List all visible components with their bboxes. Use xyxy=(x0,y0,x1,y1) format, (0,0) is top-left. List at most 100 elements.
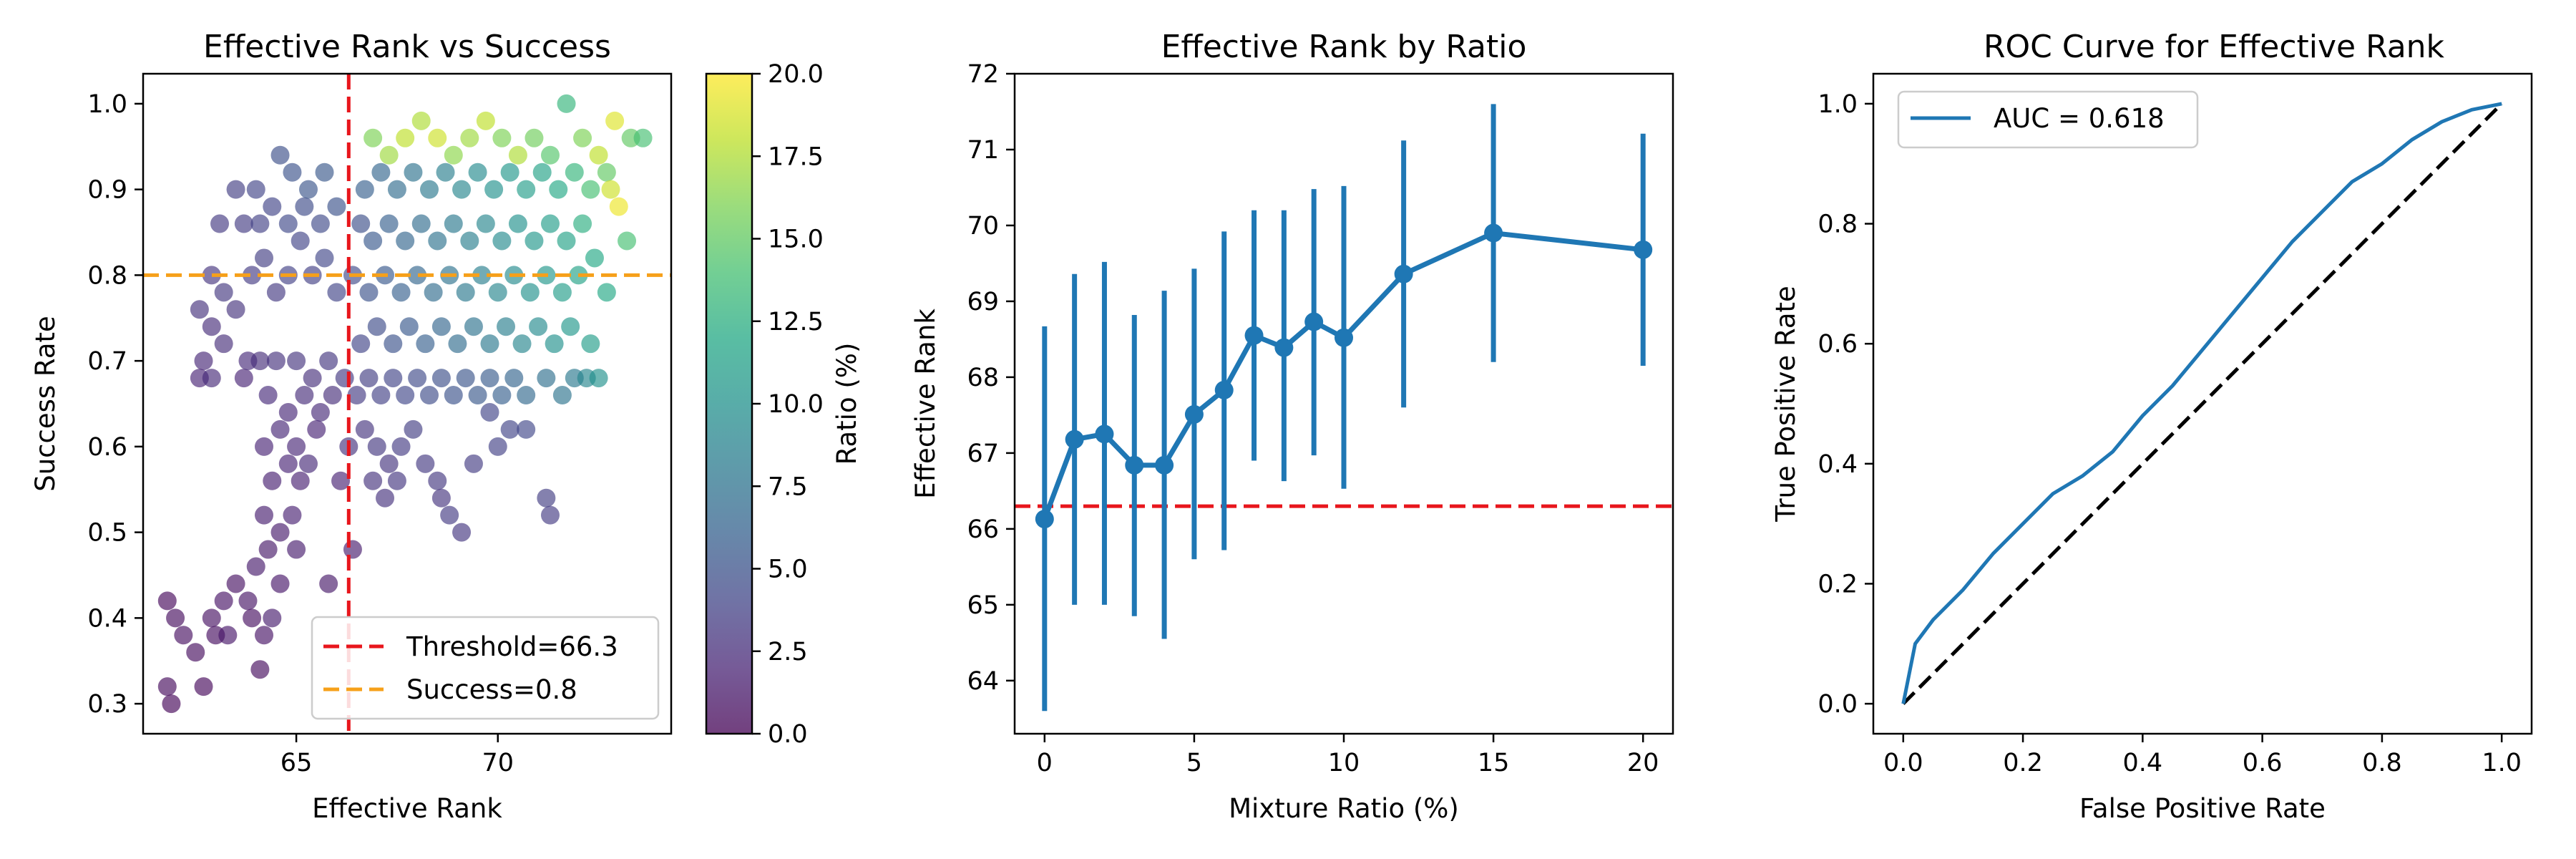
roc-x-tick-label: 0.4 xyxy=(2123,749,2163,777)
errorline-y-tick-label: 66 xyxy=(967,515,999,544)
scatter-point xyxy=(545,334,564,354)
mean-rank-markers xyxy=(1035,223,1653,529)
roc-axes-frame xyxy=(1872,72,2533,735)
mean-rank-point xyxy=(1244,326,1264,345)
errorline-y-ticks: 64 65 66 67 68 69 70 71 72 xyxy=(967,60,1015,696)
scatter-point xyxy=(226,300,245,319)
roc-curve xyxy=(1901,102,2502,704)
scatter-point xyxy=(428,128,447,147)
scatter-point xyxy=(311,402,330,422)
scatter-point xyxy=(476,214,495,233)
errorline-y-tick-label: 69 xyxy=(967,288,999,316)
scatter-panel: Effective Rank vs Success 65 70 0.3 0.4 0.5… xyxy=(30,29,862,824)
colorbar-tick-label: 12.5 xyxy=(768,308,824,336)
scatter-point xyxy=(162,694,181,714)
errorline-y-tick-label: 72 xyxy=(967,60,999,89)
scatter-x-ticks: 65 70 xyxy=(280,734,514,777)
scatter-point xyxy=(411,111,431,130)
colorbar-tick-label: 2.5 xyxy=(768,638,808,666)
mean-rank-point xyxy=(1335,328,1353,347)
scatter-point xyxy=(287,540,306,559)
errorline-y-tick-label: 67 xyxy=(967,440,999,468)
roc-x-tick-label: 0.2 xyxy=(2003,749,2043,777)
scatter-point xyxy=(379,214,399,233)
scatter-point xyxy=(287,437,306,456)
errorline-x-label: Mixture Ratio (%) xyxy=(1229,793,1459,824)
scatter-point xyxy=(508,214,527,233)
scatter-point xyxy=(396,386,415,405)
scatter-point xyxy=(476,111,495,130)
errorline-title: Effective Rank by Ratio xyxy=(1161,29,1527,65)
scatter-point xyxy=(396,128,415,147)
mean-rank-point xyxy=(1184,404,1204,424)
scatter-point xyxy=(234,214,253,233)
scatter-point xyxy=(597,283,616,302)
scatter-point xyxy=(246,557,265,576)
scatter-point xyxy=(581,180,600,199)
errorline-x-tick-label: 5 xyxy=(1186,749,1202,777)
scatter-point xyxy=(202,369,221,388)
scatter-point xyxy=(391,283,411,302)
colorbar: 0.0 2.5 5.0 7.5 10.0 12.5 15.0 17.5 20.0 Ratio (… xyxy=(705,60,862,749)
scatter-point xyxy=(565,162,584,182)
scatter-point xyxy=(379,454,399,473)
mean-rank-point xyxy=(1634,240,1653,259)
scatter-point xyxy=(263,197,282,216)
mean-rank-point xyxy=(1065,430,1084,449)
scatter-point xyxy=(408,266,427,285)
scatter-point xyxy=(384,334,403,354)
scatter-point xyxy=(480,334,499,354)
mean-rank-point xyxy=(1155,455,1174,475)
scatter-point xyxy=(517,180,536,199)
scatter-point xyxy=(367,317,386,336)
scatter-point xyxy=(298,180,318,199)
scatter-point xyxy=(452,523,472,542)
scatter-point xyxy=(557,94,576,113)
scatter-point xyxy=(315,248,334,268)
scatter-point xyxy=(226,574,245,593)
scatter-y-tick-label: 1.0 xyxy=(87,90,127,119)
errorline-x-tick-label: 0 xyxy=(1037,749,1053,777)
scatter-point xyxy=(508,145,527,165)
scatter-point xyxy=(411,214,431,233)
scatter-point xyxy=(444,145,463,165)
scatter-point xyxy=(444,386,463,405)
scatter-point xyxy=(351,214,371,233)
scatter-point xyxy=(504,369,524,388)
scatter-point xyxy=(428,471,447,490)
colorbar-tick-label: 7.5 xyxy=(768,472,808,501)
scatter-point xyxy=(468,162,487,182)
scatter-y-tick-label: 0.8 xyxy=(87,261,127,290)
scatter-point xyxy=(589,369,608,388)
errorline-y-tick-label: 68 xyxy=(967,364,999,392)
scatter-point xyxy=(255,626,274,645)
roc-title: ROC Curve for Effective Rank xyxy=(1984,29,2445,65)
scatter-point xyxy=(597,162,616,182)
legend-box xyxy=(311,616,660,720)
scatter-point xyxy=(605,111,625,130)
scatter-point xyxy=(287,351,306,371)
errorline-x-ticks: 0 5 10 15 20 xyxy=(1037,734,1659,777)
errorline-y-tick-label: 65 xyxy=(967,591,999,620)
scatter-point xyxy=(480,402,499,422)
scatter-point xyxy=(500,162,519,182)
scatter-legend: Threshold=66.3 Success=0.8 xyxy=(311,616,660,720)
scatter-point xyxy=(255,248,274,268)
scatter-point xyxy=(532,162,552,182)
roc-y-tick-label: 0.0 xyxy=(1818,690,1858,719)
roc-x-label: False Positive Rate xyxy=(2079,793,2326,824)
scatter-x-tick-label: 70 xyxy=(482,749,514,777)
scatter-point xyxy=(283,505,302,525)
scatter-point xyxy=(404,162,423,182)
scatter-y-tick-label: 0.3 xyxy=(87,690,127,719)
scatter-point xyxy=(347,386,366,405)
scatter-y-tick-label: 0.6 xyxy=(87,433,127,462)
scatter-point xyxy=(364,128,383,147)
scatter-point xyxy=(190,300,209,319)
scatter-point xyxy=(250,351,270,371)
scatter-point xyxy=(464,454,483,473)
scatter-point xyxy=(488,283,507,302)
scatter-point xyxy=(419,180,439,199)
scatter-point xyxy=(303,369,322,388)
roc-y-tick-label: 1.0 xyxy=(1818,90,1858,119)
